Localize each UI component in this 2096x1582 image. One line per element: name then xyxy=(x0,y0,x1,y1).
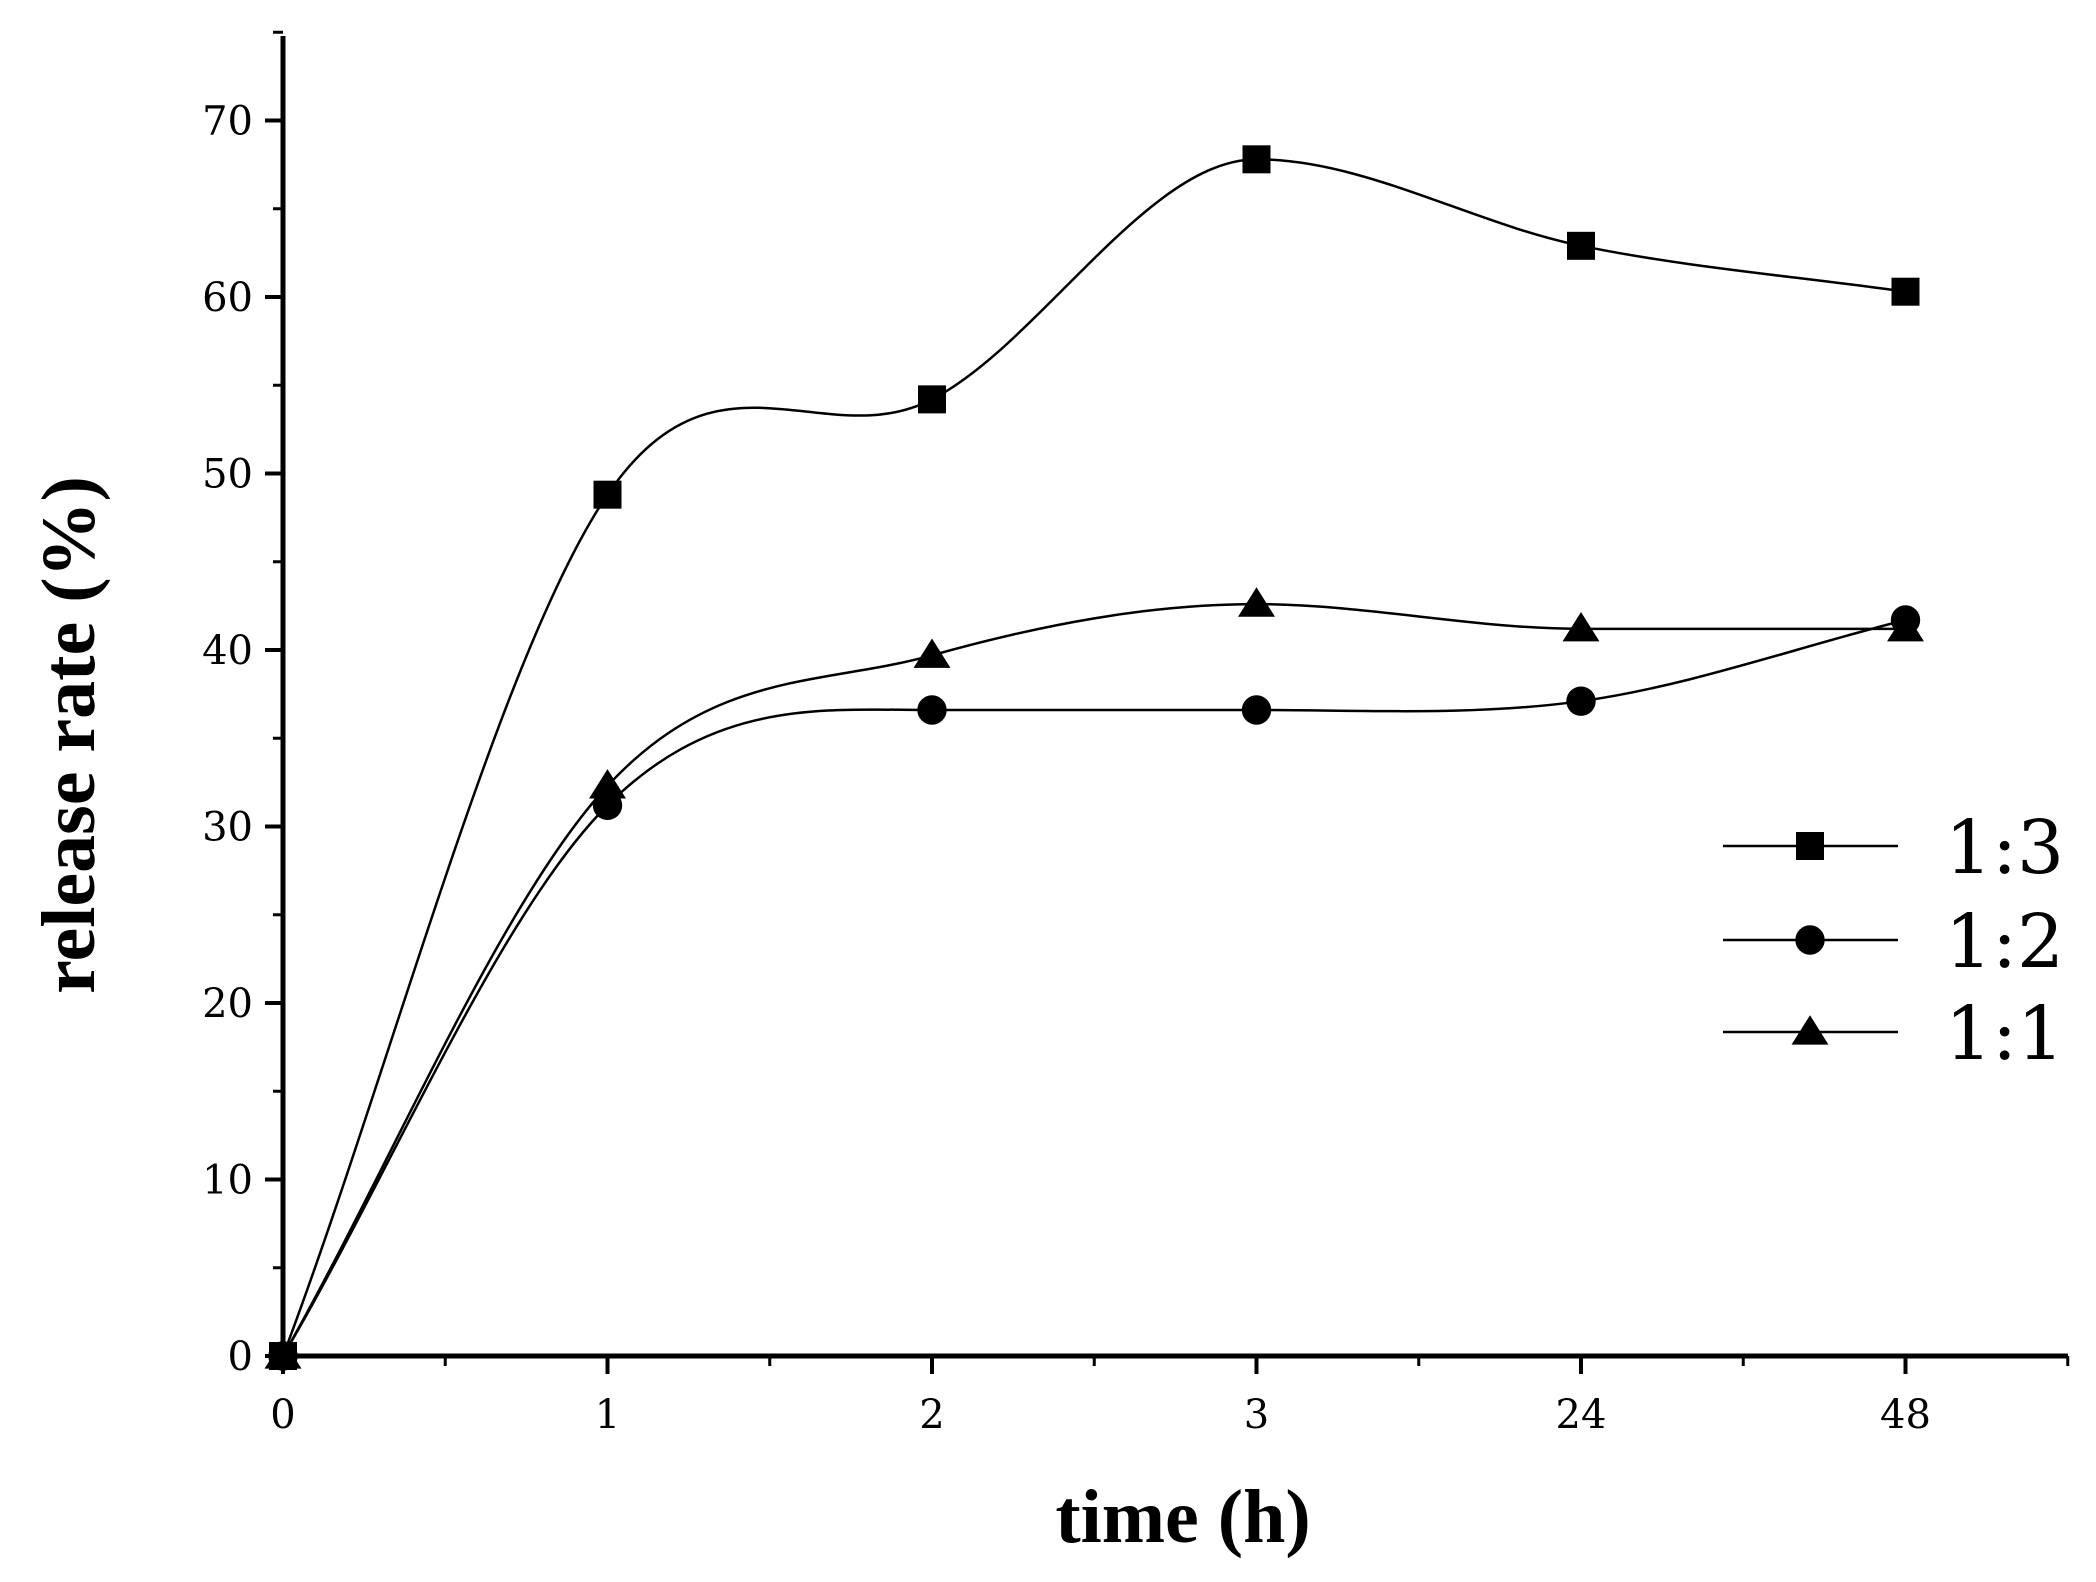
series-line-1-2 xyxy=(281,618,1906,1357)
data-point-1-1 xyxy=(589,769,626,799)
x-tick-label: 24 xyxy=(1556,1392,1607,1438)
data-point-1-1 xyxy=(1238,587,1275,617)
legend-label-1-1: 1:1 xyxy=(1945,991,2064,1077)
legend-marker-1-1 xyxy=(1791,1015,1829,1045)
x-tick-label: 48 xyxy=(1880,1392,1931,1438)
data-point-1-3 xyxy=(1891,277,1920,306)
x-tick-label: 0 xyxy=(270,1392,295,1438)
y-tick-label: 60 xyxy=(202,275,253,321)
x-tick-label: 1 xyxy=(595,1392,620,1438)
series-line-1-1 xyxy=(281,602,1906,1357)
series-layer xyxy=(264,145,1924,1371)
legend: 1:31:21:1 xyxy=(1723,805,2064,1077)
data-point-1-1 xyxy=(1887,612,1924,642)
series-line-1-3 xyxy=(281,158,1906,1357)
data-point-1-2 xyxy=(917,695,947,725)
y-tick-label: 70 xyxy=(202,99,253,145)
x-tick-label: 3 xyxy=(1244,1392,1269,1438)
y-tick-label: 40 xyxy=(202,628,253,674)
y-tick-label: 0 xyxy=(228,1334,253,1380)
y-tick-label: 50 xyxy=(202,452,253,498)
data-point-1-1 xyxy=(1562,612,1600,642)
legend-marker-1-3 xyxy=(1796,832,1824,860)
legend-label-1-2: 1:2 xyxy=(1945,899,2064,985)
x-tick-label: 2 xyxy=(919,1392,944,1438)
data-point-1-2 xyxy=(1241,695,1272,725)
data-point-1-3 xyxy=(1567,231,1595,260)
axes: 0 1 2 3 24 48 0 10 20 30 40 50 60 70 xyxy=(202,30,2070,1438)
data-point-1-3 xyxy=(918,385,946,414)
data-point-1-1 xyxy=(913,638,951,668)
data-point-1-1 xyxy=(264,1339,302,1369)
legend-marker-1-2 xyxy=(1795,925,1825,955)
y-tick-label: 10 xyxy=(202,1158,253,1204)
data-point-1-3 xyxy=(1242,145,1271,174)
y-axis-title: release rate (%) xyxy=(27,476,111,994)
data-point-1-3 xyxy=(593,480,622,509)
y-tick-label: 20 xyxy=(202,981,253,1027)
y-tick-label: 30 xyxy=(202,805,253,851)
data-point-1-2 xyxy=(1566,686,1596,716)
x-axis-title: time (h) xyxy=(1055,1475,1310,1559)
legend-label-1-3: 1:3 xyxy=(1945,805,2064,891)
